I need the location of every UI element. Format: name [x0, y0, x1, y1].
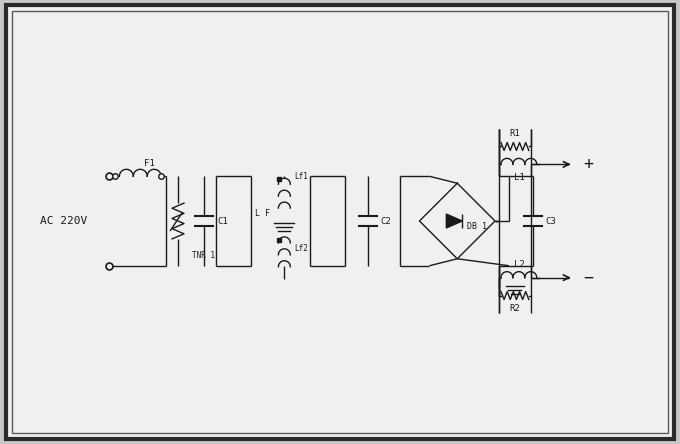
Text: AC 220V: AC 220V — [40, 216, 87, 226]
Polygon shape — [446, 214, 462, 228]
Text: C2: C2 — [381, 217, 392, 226]
Text: −: − — [583, 269, 594, 287]
Text: TNR 1: TNR 1 — [192, 251, 215, 260]
Text: Lf1: Lf1 — [294, 172, 308, 181]
Text: Lf2: Lf2 — [294, 244, 308, 254]
Text: DB 1: DB 1 — [467, 222, 487, 231]
Text: R1: R1 — [509, 129, 520, 138]
Text: L2: L2 — [515, 260, 525, 269]
Text: +: + — [583, 155, 594, 173]
Text: L1: L1 — [515, 173, 525, 182]
Text: C1: C1 — [218, 217, 228, 226]
Text: F1: F1 — [144, 159, 154, 168]
Text: R2: R2 — [509, 304, 520, 313]
Text: L F: L F — [254, 209, 269, 218]
Text: C3: C3 — [546, 217, 556, 226]
